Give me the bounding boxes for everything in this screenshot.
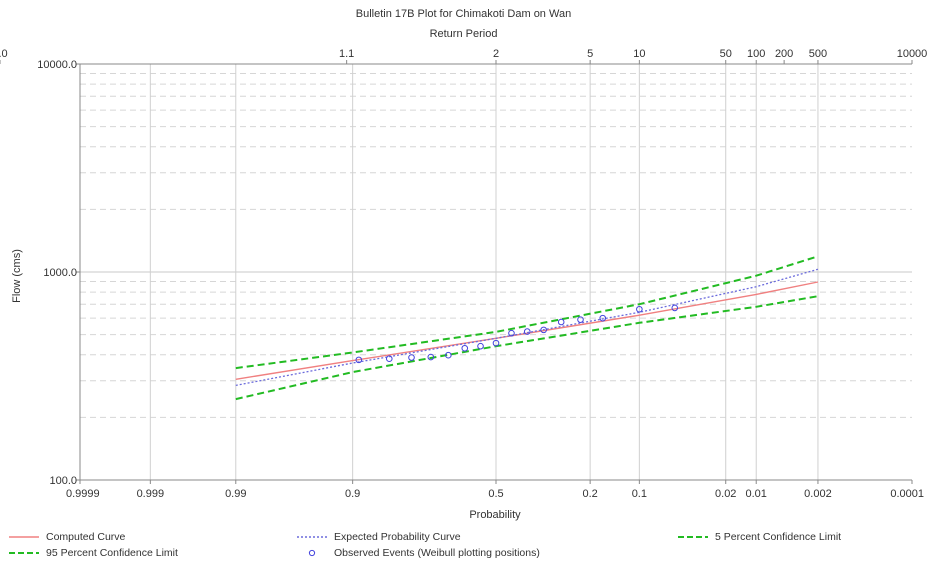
plot-area: 0.9999 0.999 0.99 0.9 0.5 0.2 0.1 0.02 0.01 0.002… [0, 48, 927, 521]
legend-label-95pct: 95 Percent Confidence Limit [46, 546, 178, 559]
observed-point [445, 351, 452, 359]
series-line-2 [235, 255, 819, 370]
top-tick-label: 1.1 [339, 48, 354, 60]
legend-item-expected: Expected Probability Curve [296, 529, 461, 544]
x-tick-label: 0.5 [488, 488, 503, 500]
x-tick-label: 0.99 [225, 488, 246, 500]
top-tick-label: 1.0 [0, 48, 8, 60]
top-tick-label: 10000 [897, 48, 927, 60]
top-tick-label: 2 [493, 48, 499, 60]
legend-swatch-observed [308, 549, 316, 556]
observed-point [671, 304, 679, 312]
legend-swatch-expected [297, 535, 327, 538]
top-tick-label: 200 [775, 48, 793, 60]
legend-item-5pct: 5 Percent Confidence Limit [677, 529, 841, 544]
legend-item-computed: Computed Curve [8, 529, 125, 544]
legend-swatch-95pct [9, 551, 39, 554]
x-axis-label: Probability [469, 509, 521, 521]
observed-point [540, 326, 547, 334]
observed-point [577, 316, 584, 323]
x-tick-label: 0.01 [746, 488, 767, 500]
legend: Computed Curve Expected Probability Curv… [0, 527, 927, 561]
observed-point [599, 314, 607, 322]
y-tick-label: 100.0 [49, 475, 77, 487]
observed-point [636, 305, 643, 313]
x-tick-label: 0.999 [137, 488, 165, 500]
top-tick-label: 5 [587, 48, 593, 60]
y-axis-label: Flow (cms) [11, 249, 23, 303]
x-tick-label: 0.9999 [66, 488, 100, 500]
observed-point [523, 328, 531, 335]
x-tick-label: 0.1 [632, 488, 647, 500]
legend-swatch-computed [9, 535, 39, 538]
tick-labels: 0.9999 0.999 0.99 0.9 0.5 0.2 0.1 0.02 0.01 0.002… [0, 48, 927, 500]
series-line-3 [235, 295, 819, 401]
observed-point [477, 342, 484, 350]
x-tick-label: 0.002 [804, 488, 832, 500]
axes [0, 60, 913, 484]
observed-point [355, 356, 363, 364]
legend-label-computed: Computed Curve [46, 530, 126, 543]
legend-label-expected: Expected Probability Curve [334, 530, 461, 543]
top-tick-label: 500 [809, 48, 827, 60]
observed-point [408, 354, 415, 361]
x-tick-label: 0.2 [582, 488, 597, 500]
series-layer [235, 255, 819, 401]
gridlines [80, 64, 912, 480]
chart-title: Bulletin 17B Plot for Chimakoti Dam on W… [355, 8, 572, 20]
x-tick-label: 0.02 [715, 488, 736, 500]
observed-point [557, 318, 565, 326]
legend-swatch-5pct [678, 535, 708, 538]
y-tick-label: 1000.0 [43, 267, 77, 279]
legend-item-observed: Observed Events (Weibull plotting positi… [296, 545, 540, 560]
legend-label-observed: Observed Events (Weibull plotting positi… [334, 546, 540, 559]
series-line-1 [235, 268, 819, 387]
observed-points-layer [355, 304, 679, 364]
top-tick-label: 10 [633, 48, 645, 60]
observed-point [508, 329, 515, 337]
top-axis-title: Return Period [429, 28, 498, 40]
x-tick-label: 0.0001 [890, 488, 924, 500]
observed-point [385, 355, 393, 362]
observed-point [461, 344, 469, 352]
observed-point [427, 353, 435, 361]
top-tick-label: 50 [720, 48, 732, 60]
top-tick-label: 100 [747, 48, 765, 60]
y-tick-label: 10000.0 [37, 59, 77, 71]
legend-item-95pct: 95 Percent Confidence Limit [8, 545, 178, 560]
x-tick-label: 0.9 [345, 488, 360, 500]
legend-label-5pct: 5 Percent Confidence Limit [715, 530, 842, 543]
observed-point [492, 339, 500, 347]
series-line-0 [235, 281, 819, 380]
